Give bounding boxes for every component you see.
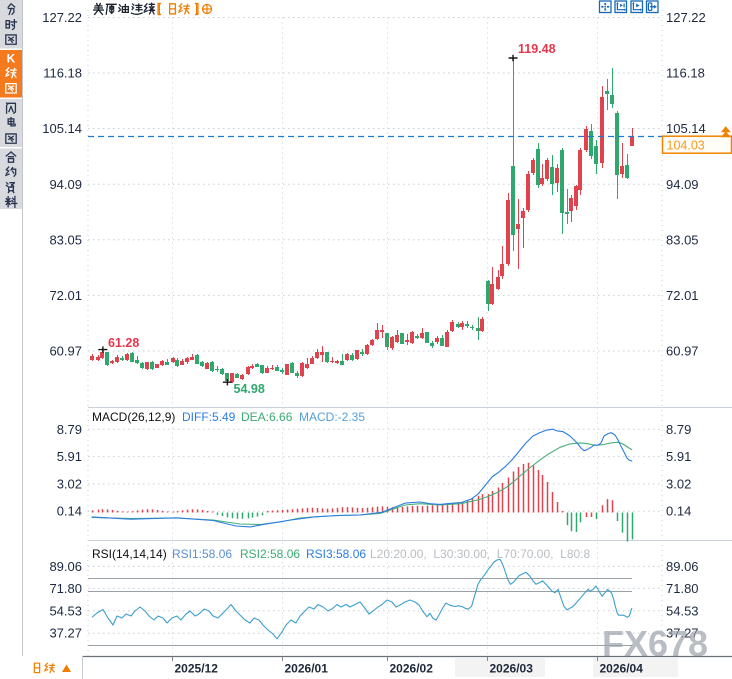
svg-text:116.18: 116.18 [666,66,705,81]
svg-text:116.18: 116.18 [43,66,82,81]
svg-text:127.22: 127.22 [42,10,82,25]
svg-text:8.79: 8.79 [666,422,691,437]
svg-text:127.22: 127.22 [666,10,706,25]
svg-text:105.14: 105.14 [42,121,82,136]
svg-text:71.80: 71.80 [666,581,699,596]
svg-text:RSI3:58.06: RSI3:58.06 [306,547,366,561]
svg-text:DEA:6.66: DEA:6.66 [241,410,293,424]
svg-text:54.53: 54.53 [49,603,82,618]
svg-text:60.97: 60.97 [49,344,82,359]
svg-text:RSI2:58.06: RSI2:58.06 [240,547,300,561]
svg-text:54.53: 54.53 [666,603,699,618]
svg-text:5.91: 5.91 [666,449,691,464]
svg-text:89.06: 89.06 [49,559,82,574]
svg-text:L20:20.00, L30:30.00, L70:70: L20:20.00, L30:30.00, L70:70.00, L80:8 [370,547,591,561]
svg-text:DIFF:5.49: DIFF:5.49 [182,410,236,424]
svg-text:FX678: FX678 [602,623,708,664]
svg-text:RSI1:58.06: RSI1:58.06 [172,547,232,561]
svg-text:61.28: 61.28 [108,336,139,350]
svg-text:72.01: 72.01 [666,288,699,303]
svg-text:2026/02: 2026/02 [390,662,434,676]
svg-text:2025/12: 2025/12 [175,662,219,676]
svg-text:94.09: 94.09 [49,177,82,192]
svg-text:2026/04: 2026/04 [600,662,644,676]
svg-text:MACD:-2.35: MACD:-2.35 [299,410,365,424]
svg-text:3.02: 3.02 [57,476,82,491]
svg-text:MACD(26,12,9): MACD(26,12,9) [92,410,175,424]
svg-text:83.05: 83.05 [49,232,82,247]
svg-text:89.06: 89.06 [666,559,699,574]
svg-text:60.97: 60.97 [666,344,699,359]
svg-text:37.27: 37.27 [666,626,699,641]
svg-text:K: K [7,52,16,66]
svg-text:105.14: 105.14 [666,121,706,136]
svg-text:2026/01: 2026/01 [285,662,329,676]
svg-text:54.98: 54.98 [234,382,265,396]
svg-text:8.79: 8.79 [57,422,82,437]
svg-text:104.03: 104.03 [667,139,705,153]
svg-text:RSI(14,14,14): RSI(14,14,14) [92,547,167,561]
svg-text:3.02: 3.02 [666,476,691,491]
svg-text:83.05: 83.05 [666,232,699,247]
svg-text:2026/03: 2026/03 [490,662,534,676]
svg-text:37.27: 37.27 [49,626,82,641]
svg-text:72.01: 72.01 [49,288,82,303]
svg-text:5.91: 5.91 [57,449,82,464]
svg-text:119.48: 119.48 [518,42,556,56]
svg-text:0.14: 0.14 [57,504,82,519]
svg-text:94.09: 94.09 [666,177,699,192]
svg-text:71.80: 71.80 [49,581,82,596]
svg-text:0.14: 0.14 [666,504,691,519]
